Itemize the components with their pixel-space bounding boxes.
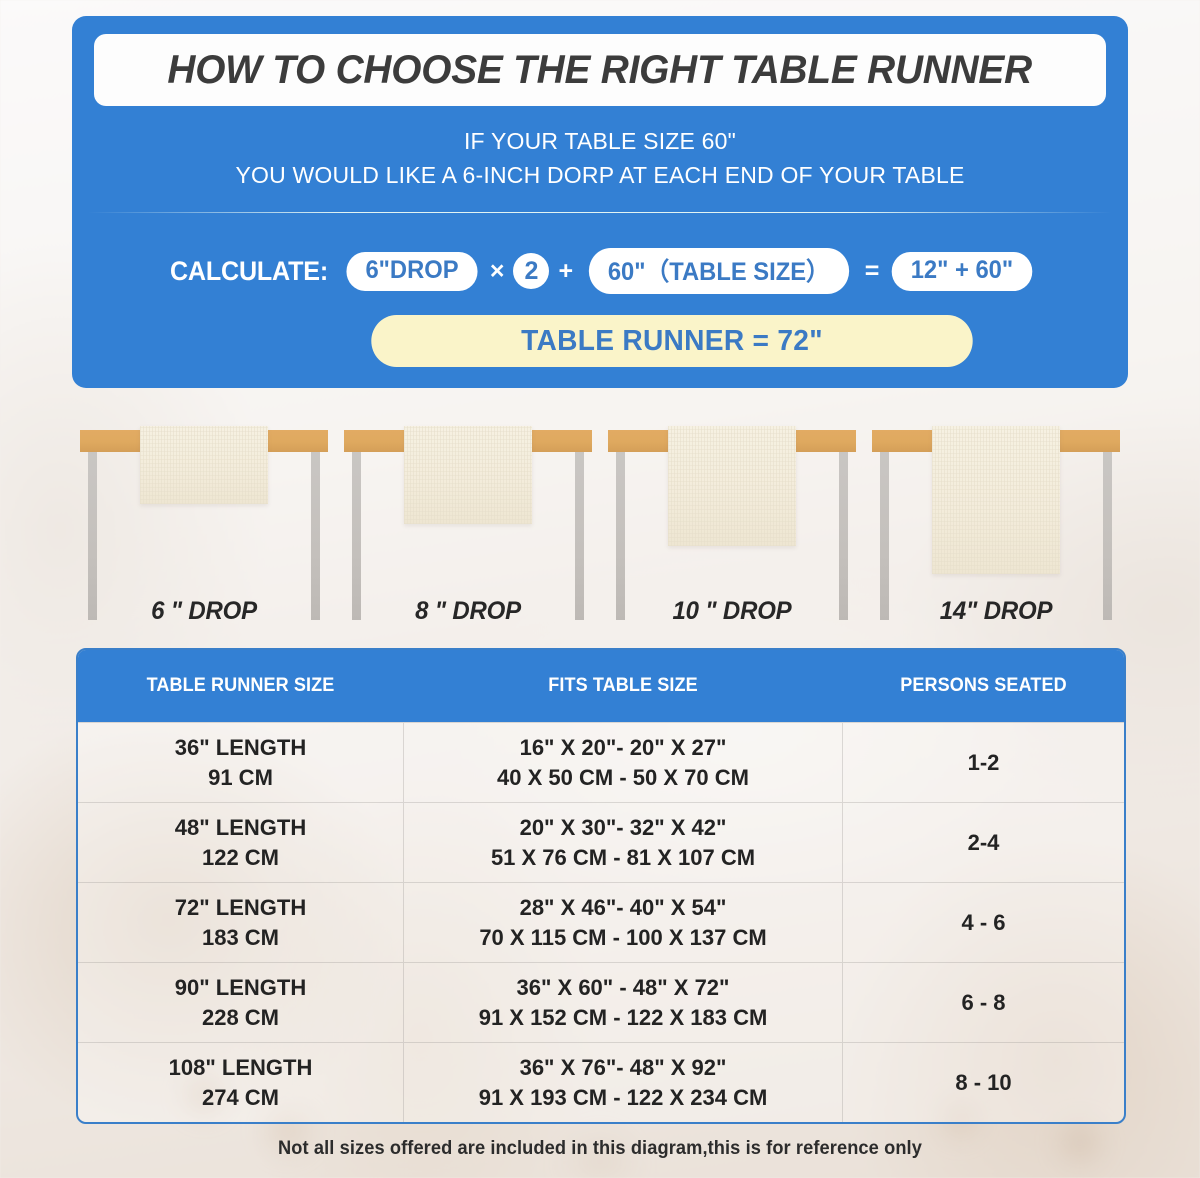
table-leg-left: [616, 452, 625, 620]
drop-label: 8 " DROP: [415, 597, 521, 625]
persons-value: 8 - 10: [955, 1069, 1012, 1095]
table-leg-right: [575, 452, 584, 620]
runner-size-inches: 108" LENGTH: [168, 1054, 313, 1080]
cell-fits-table-size: 16" X 20"- 20" X 27" 40 X 50 CM - 50 X 7…: [403, 723, 843, 802]
runner-size-inches: 36" LENGTH: [174, 734, 307, 760]
calc-sum-pill: 12" + 60": [892, 251, 1033, 291]
fits-cm: 91 X 152 CM - 122 X 183 CM: [478, 1004, 768, 1030]
runner-cloth: [140, 426, 268, 504]
table-header-row: TABLE RUNNER SIZE FITS TABLE SIZE PERSON…: [78, 650, 1124, 722]
subtitle-line-1: IF YOUR TABLE SIZE 60": [463, 128, 737, 154]
cell-runner-size: 72" LENGTH 183 CM: [78, 883, 403, 962]
fits-cm: 70 X 115 CM - 100 X 137 CM: [479, 924, 767, 950]
footnote: Not all sizes offered are included in th…: [278, 1138, 922, 1159]
drop-illustration-2: 10 " DROP: [600, 418, 864, 638]
drop-illustration-0: 6 " DROP: [72, 418, 336, 638]
cell-runner-size: 108" LENGTH 274 CM: [78, 1043, 403, 1122]
table-leg-right: [839, 452, 848, 620]
multiply-icon: ×: [489, 256, 505, 285]
table-row: 48" LENGTH 122 CM 20" X 30"- 32" X 42" 5…: [78, 802, 1124, 882]
cell-persons-seated: 8 - 10: [843, 1043, 1124, 1122]
drop-label: 10 " DROP: [672, 597, 792, 625]
fits-inches: 28" X 46"- 40" X 54": [519, 894, 727, 920]
table-leg-left: [880, 452, 889, 620]
fits-cm: 51 X 76 CM - 81 X 107 CM: [490, 844, 756, 870]
hero-panel: HOW TO CHOOSE THE RIGHT TABLE RUNNER IF …: [72, 16, 1128, 388]
fits-inches: 16" X 20"- 20" X 27": [519, 734, 727, 760]
runner-size-cm: 91 CM: [208, 764, 273, 790]
calc-table-size-pill: 60"（TABLE SIZE）: [588, 248, 849, 294]
cell-persons-seated: 6 - 8: [843, 963, 1124, 1042]
subtitle-line-2: YOU WOULD LIKE A 6-INCH DORP AT EACH END…: [235, 162, 965, 188]
fits-cm: 40 X 50 CM - 50 X 70 CM: [497, 764, 749, 790]
runner-size-inches: 48" LENGTH: [174, 814, 307, 840]
runner-size-cm: 183 CM: [201, 924, 280, 950]
table-leg-right: [311, 452, 320, 620]
runner-cloth: [932, 426, 1060, 574]
cell-fits-table-size: 28" X 46"- 40" X 54" 70 X 115 CM - 100 X…: [403, 883, 843, 962]
table-leg-right: [1103, 452, 1112, 620]
hero-divider: [88, 212, 1112, 213]
table-leg-left: [352, 452, 361, 620]
column-header-runner-size: TABLE RUNNER SIZE: [146, 675, 335, 696]
runner-size-cm: 228 CM: [201, 1004, 280, 1030]
page-title: HOW TO CHOOSE THE RIGHT TABLE RUNNER: [167, 47, 1033, 92]
runner-cloth: [668, 426, 796, 546]
fits-inches: 20" X 30"- 32" X 42": [519, 814, 727, 840]
fits-inches: 36" X 60" - 48" X 72": [516, 974, 730, 1000]
runner-size-cm: 274 CM: [201, 1084, 280, 1110]
cell-persons-seated: 2-4: [843, 803, 1124, 882]
result-pill: TABLE RUNNER = 72": [371, 315, 973, 367]
drop-illustration-1: 8 " DROP: [336, 418, 600, 638]
cell-persons-seated: 1-2: [843, 723, 1124, 802]
cell-fits-table-size: 36" X 60" - 48" X 72" 91 X 152 CM - 122 …: [403, 963, 843, 1042]
drop-illustrations: 6 " DROP 8 " DROP 10 " DROP 14" DROP: [72, 418, 1128, 638]
runner-size-cm: 122 CM: [201, 844, 280, 870]
fits-cm: 91 X 193 CM - 122 X 234 CM: [478, 1084, 768, 1110]
column-header-fits-table-size: FITS TABLE SIZE: [548, 675, 698, 696]
cell-runner-size: 90" LENGTH 228 CM: [78, 963, 403, 1042]
table-row: 72" LENGTH 183 CM 28" X 46"- 40" X 54" 7…: [78, 882, 1124, 962]
calculation-row: CALCULATE: 6"DROP × 2 + 60"（TABLE SIZE） …: [72, 248, 1128, 294]
calc-multiplier-pill: 2: [513, 253, 550, 289]
title-box: HOW TO CHOOSE THE RIGHT TABLE RUNNER: [94, 34, 1106, 106]
runner-size-inches: 72" LENGTH: [174, 894, 307, 920]
drop-label: 6 " DROP: [151, 597, 257, 625]
runner-size-inches: 90" LENGTH: [174, 974, 307, 1000]
cell-fits-table-size: 20" X 30"- 32" X 42" 51 X 76 CM - 81 X 1…: [403, 803, 843, 882]
calculate-label: CALCULATE:: [169, 255, 328, 286]
fits-inches: 36" X 76"- 48" X 92": [519, 1054, 727, 1080]
drop-label: 14" DROP: [939, 597, 1053, 625]
drop-illustration-3: 14" DROP: [864, 418, 1128, 638]
calc-drop-pill: 6"DROP: [346, 251, 478, 291]
persons-value: 6 - 8: [961, 989, 1006, 1015]
cell-runner-size: 36" LENGTH 91 CM: [78, 723, 403, 802]
table-row: 108" LENGTH 274 CM 36" X 76"- 48" X 92" …: [78, 1042, 1124, 1122]
subtitle-block: IF YOUR TABLE SIZE 60" YOU WOULD LIKE A …: [72, 124, 1128, 192]
table-leg-left: [88, 452, 97, 620]
equals-icon: =: [864, 256, 880, 285]
cell-runner-size: 48" LENGTH 122 CM: [78, 803, 403, 882]
persons-value: 1-2: [967, 749, 1000, 775]
column-header-persons-seated: PERSONS SEATED: [900, 675, 1067, 696]
table-row: 36" LENGTH 91 CM 16" X 20"- 20" X 27" 40…: [78, 722, 1124, 802]
plus-icon: +: [558, 256, 574, 285]
cell-persons-seated: 4 - 6: [843, 883, 1124, 962]
sizing-table: TABLE RUNNER SIZE FITS TABLE SIZE PERSON…: [76, 648, 1126, 1124]
persons-value: 4 - 6: [961, 909, 1006, 935]
runner-cloth: [404, 426, 532, 524]
persons-value: 2-4: [967, 829, 1000, 855]
cell-fits-table-size: 36" X 76"- 48" X 92" 91 X 193 CM - 122 X…: [403, 1043, 843, 1122]
table-row: 90" LENGTH 228 CM 36" X 60" - 48" X 72" …: [78, 962, 1124, 1042]
